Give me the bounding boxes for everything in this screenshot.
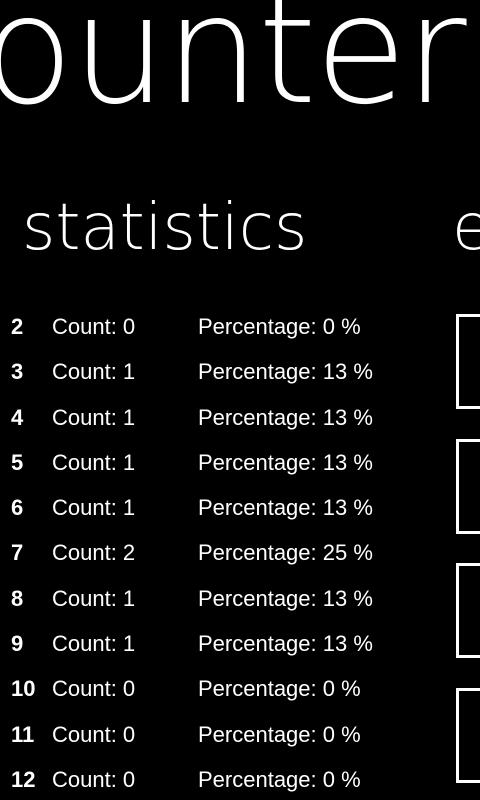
next-panel-tile-4[interactable] <box>456 688 480 783</box>
stat-count: Count: 0 <box>52 721 136 747</box>
stat-number: 3 <box>11 359 24 385</box>
statistics-row-5: 5 Count: 1 Percentage: 13 % <box>0 440 448 485</box>
stat-percentage: Percentage: 13 % <box>198 585 373 611</box>
statistics-row-6: 6 Count: 1 Percentage: 13 % <box>0 485 448 530</box>
statistics-section-title: statistics <box>22 191 308 265</box>
statistics-row-2: 2 Count: 0 Percentage: 0 % <box>0 304 448 349</box>
statistics-row-4: 4 Count: 1 Percentage: 13 % <box>0 395 448 440</box>
stat-count: Count: 1 <box>52 631 136 657</box>
stat-count: Count: 0 <box>52 314 136 339</box>
statistics-list: 2 Count: 0 Percentage: 0 % 3 Count: 1 Pe… <box>0 304 448 800</box>
stat-percentage: Percentage: 13 % <box>198 449 373 475</box>
stat-count: Count: 0 <box>52 766 136 792</box>
stat-count: Count: 0 <box>52 676 136 702</box>
next-section-title-fragment[interactable]: e <box>452 191 480 265</box>
stat-number: 12 <box>11 766 36 792</box>
stat-percentage: Percentage: 13 % <box>198 631 373 657</box>
stat-percentage: Percentage: 13 % <box>198 404 373 430</box>
stat-number: 10 <box>11 676 36 702</box>
next-panel-tile-2[interactable] <box>456 439 480 534</box>
stat-count: Count: 1 <box>52 585 136 611</box>
stat-percentage: Percentage: 25 % <box>198 540 373 566</box>
stat-number: 5 <box>11 449 24 475</box>
stat-percentage: Percentage: 0 % <box>198 766 361 792</box>
stat-number: 11 <box>11 721 35 747</box>
statistics-row-8: 8 Count: 1 Percentage: 13 % <box>0 576 448 621</box>
statistics-row-11: 11 Count: 0 Percentage: 0 % <box>0 712 448 757</box>
stat-percentage: Percentage: 0 % <box>198 676 361 702</box>
next-panel-tile-1[interactable] <box>456 314 480 409</box>
statistics-row-7: 7 Count: 2 Percentage: 25 % <box>0 530 448 575</box>
next-panel-tile-3[interactable] <box>456 563 480 658</box>
stat-percentage: Percentage: 13 % <box>198 495 373 521</box>
stat-count: Count: 1 <box>52 495 136 521</box>
stat-count: Count: 1 <box>52 404 136 430</box>
app-title: ounter <box>0 0 467 138</box>
stat-number: 4 <box>11 404 24 430</box>
stat-number: 2 <box>11 314 24 339</box>
statistics-row-3: 3 Count: 1 Percentage: 13 % <box>0 349 448 394</box>
stat-number: 8 <box>11 585 24 611</box>
stat-percentage: Percentage: 0 % <box>198 314 361 339</box>
stat-number: 7 <box>11 540 24 566</box>
stat-number: 9 <box>11 631 24 657</box>
stat-count: Count: 1 <box>52 449 136 475</box>
stat-count: Count: 1 <box>52 359 136 385</box>
stat-percentage: Percentage: 0 % <box>198 721 361 747</box>
statistics-row-12: 12 Count: 0 Percentage: 0 % <box>0 757 448 800</box>
stat-percentage: Percentage: 13 % <box>198 359 373 385</box>
stat-number: 6 <box>11 495 24 521</box>
statistics-row-9: 9 Count: 1 Percentage: 13 % <box>0 621 448 666</box>
statistics-row-10: 10 Count: 0 Percentage: 0 % <box>0 666 448 711</box>
stat-count: Count: 2 <box>52 540 136 566</box>
